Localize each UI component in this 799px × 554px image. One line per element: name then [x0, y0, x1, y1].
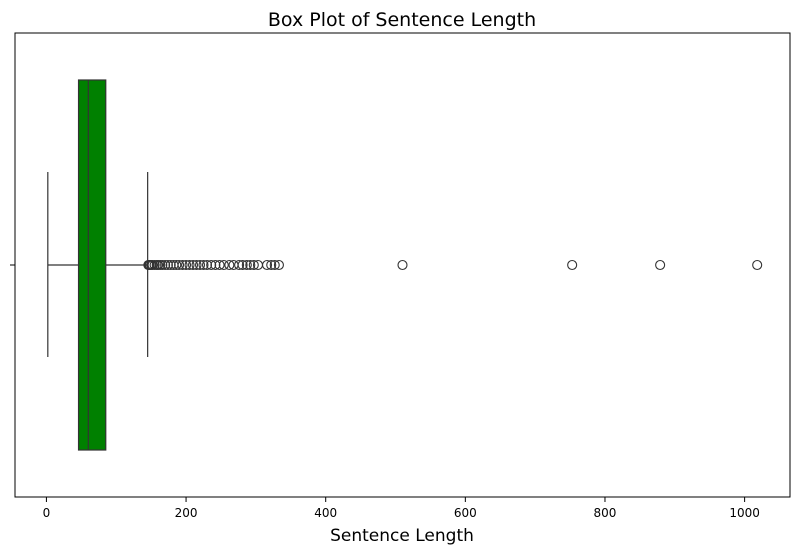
- x-tick-label: 800: [594, 506, 617, 520]
- outlier-point: [218, 259, 229, 271]
- outlier-point: [160, 259, 171, 271]
- outlier-point: [198, 259, 209, 271]
- outlier-point: [273, 259, 284, 271]
- x-tick-label: 200: [175, 506, 198, 520]
- outlier-point: [194, 259, 206, 271]
- outlier-point: [191, 259, 202, 271]
- outlier-point: [655, 259, 666, 271]
- box-group: [47, 79, 149, 451]
- x-axis: 0 200 400 600 800 1000: [43, 497, 760, 520]
- outlier-point: [184, 259, 195, 271]
- outlier-point: [269, 259, 280, 271]
- outlier-point: [248, 259, 259, 271]
- outlier-point: [171, 259, 182, 271]
- chart-title: Box Plot of Sentence Length: [268, 9, 536, 31]
- outlier-point: [266, 259, 277, 271]
- outlier-point: [210, 259, 221, 271]
- outlier-point: [214, 259, 225, 271]
- outlier-point: [261, 259, 273, 271]
- x-tick-label: 1000: [729, 506, 760, 520]
- x-tick-label: 600: [454, 506, 477, 520]
- outlier-point: [234, 259, 245, 271]
- outlier-point: [237, 259, 248, 271]
- outlier-point: [752, 259, 763, 271]
- x-tick-label: 0: [43, 506, 51, 520]
- outlier-point: [157, 259, 168, 271]
- outlier-point: [245, 259, 256, 271]
- outlier-point: [187, 259, 199, 271]
- outlier-point: [567, 259, 578, 271]
- x-axis-label: Sentence Length: [330, 526, 474, 546]
- outlier-point: [224, 259, 235, 271]
- outlier-group: [143, 259, 763, 271]
- outlier-point: [162, 259, 173, 271]
- outlier-point: [201, 259, 213, 271]
- x-tick-label: 400: [314, 506, 337, 520]
- outlier-point: [177, 259, 188, 271]
- outlier-point: [206, 259, 217, 271]
- outlier-point: [165, 259, 176, 271]
- outlier-point: [241, 259, 252, 271]
- outlier-point: [397, 259, 408, 271]
- outlier-point: [174, 259, 185, 271]
- outlier-point: [181, 259, 192, 271]
- iqr-box: [77, 79, 107, 451]
